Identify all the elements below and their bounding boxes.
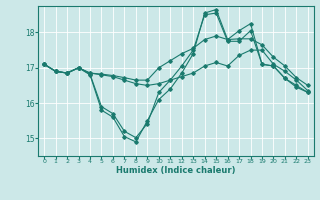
- X-axis label: Humidex (Indice chaleur): Humidex (Indice chaleur): [116, 166, 236, 175]
